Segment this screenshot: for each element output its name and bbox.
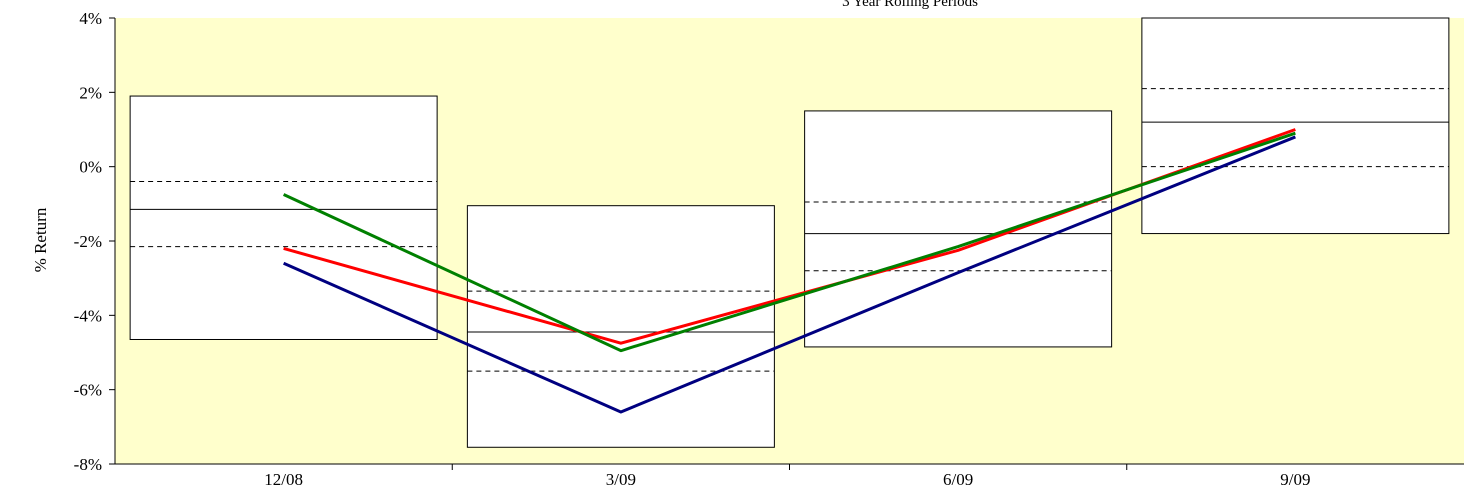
x-tick-label: 6/09: [943, 470, 973, 489]
y-tick-label: -2%: [74, 232, 102, 251]
y-axis-label: % Return: [31, 207, 50, 272]
x-tick-label: 3/09: [606, 470, 636, 489]
range-box-12/08: [129, 95, 438, 340]
boxes-layer: [129, 17, 1450, 448]
series-layer: [282, 128, 1296, 414]
range-box-9/09: [1141, 17, 1450, 235]
range-box-3/09: [466, 205, 775, 448]
x-tick-label: 12/08: [264, 470, 303, 489]
y-tick-label: -6%: [74, 381, 102, 400]
chart-title: 3 Year Rolling Periods: [842, 0, 978, 10]
y-tick-label: 2%: [79, 83, 102, 102]
y-tick-label: 4%: [79, 9, 102, 28]
y-tick-label: -8%: [74, 455, 102, 474]
range-box-6/09: [804, 110, 1113, 348]
series-line-3: [283, 135, 1296, 414]
y-tick-label: -4%: [74, 306, 102, 325]
y-tick-label: 0%: [79, 158, 102, 177]
series-line-2: [282, 131, 1296, 353]
axes-layer: -8% -6% -4% -2% 0% 2% 4% 12/08 3/09 6/09 9/09: [74, 9, 1464, 489]
x-tick-label: 9/09: [1280, 470, 1310, 489]
